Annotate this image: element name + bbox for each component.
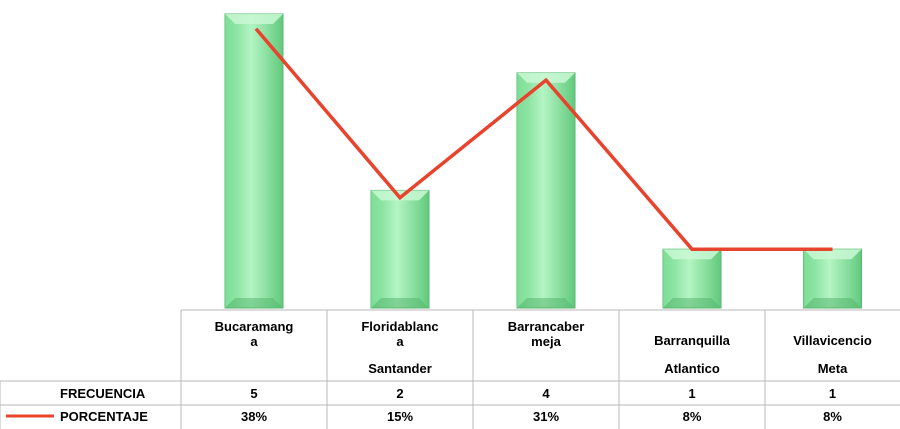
category-label-3: Barrancaber meja [508, 319, 585, 349]
bar-1 [224, 13, 284, 309]
series-name-2: PORCENTAJE [60, 409, 148, 424]
bar-2 [370, 189, 430, 309]
group-label-3: Meta [818, 361, 848, 376]
table-cell-2-2: 15% [387, 409, 413, 424]
plot-area [224, 13, 862, 309]
table-cell-2-5: 8% [823, 409, 842, 424]
category-label-1: Bucaramang a [215, 319, 294, 349]
table-cell-1-5: 1 [829, 386, 836, 401]
category-label-5: Villavicencio [793, 333, 872, 348]
table-cell-2-3: 31% [533, 409, 559, 424]
bar-4 [662, 248, 722, 309]
line-porcentaje [254, 27, 833, 251]
category-label-2: Floridablanc a [361, 319, 438, 349]
table-cell-2-4: 8% [683, 409, 702, 424]
category-label-4: Barranquilla [654, 333, 731, 348]
table-cell-1-1: 5 [250, 386, 257, 401]
table-cell-2-1: 38% [241, 409, 267, 424]
group-label-2: Atlantico [664, 361, 720, 376]
table-cell-1-3: 4 [542, 386, 550, 401]
bar-5 [803, 248, 862, 309]
table-cell-1-4: 1 [688, 386, 695, 401]
group-label-1: Santander [368, 361, 432, 376]
bar-3 [516, 72, 576, 309]
series-name-1: FRECUENCIA [60, 386, 146, 401]
table-cell-1-2: 2 [396, 386, 403, 401]
data-table: Bucaramang a Floridablanc a Barrancaber meja B… [0, 309, 900, 429]
